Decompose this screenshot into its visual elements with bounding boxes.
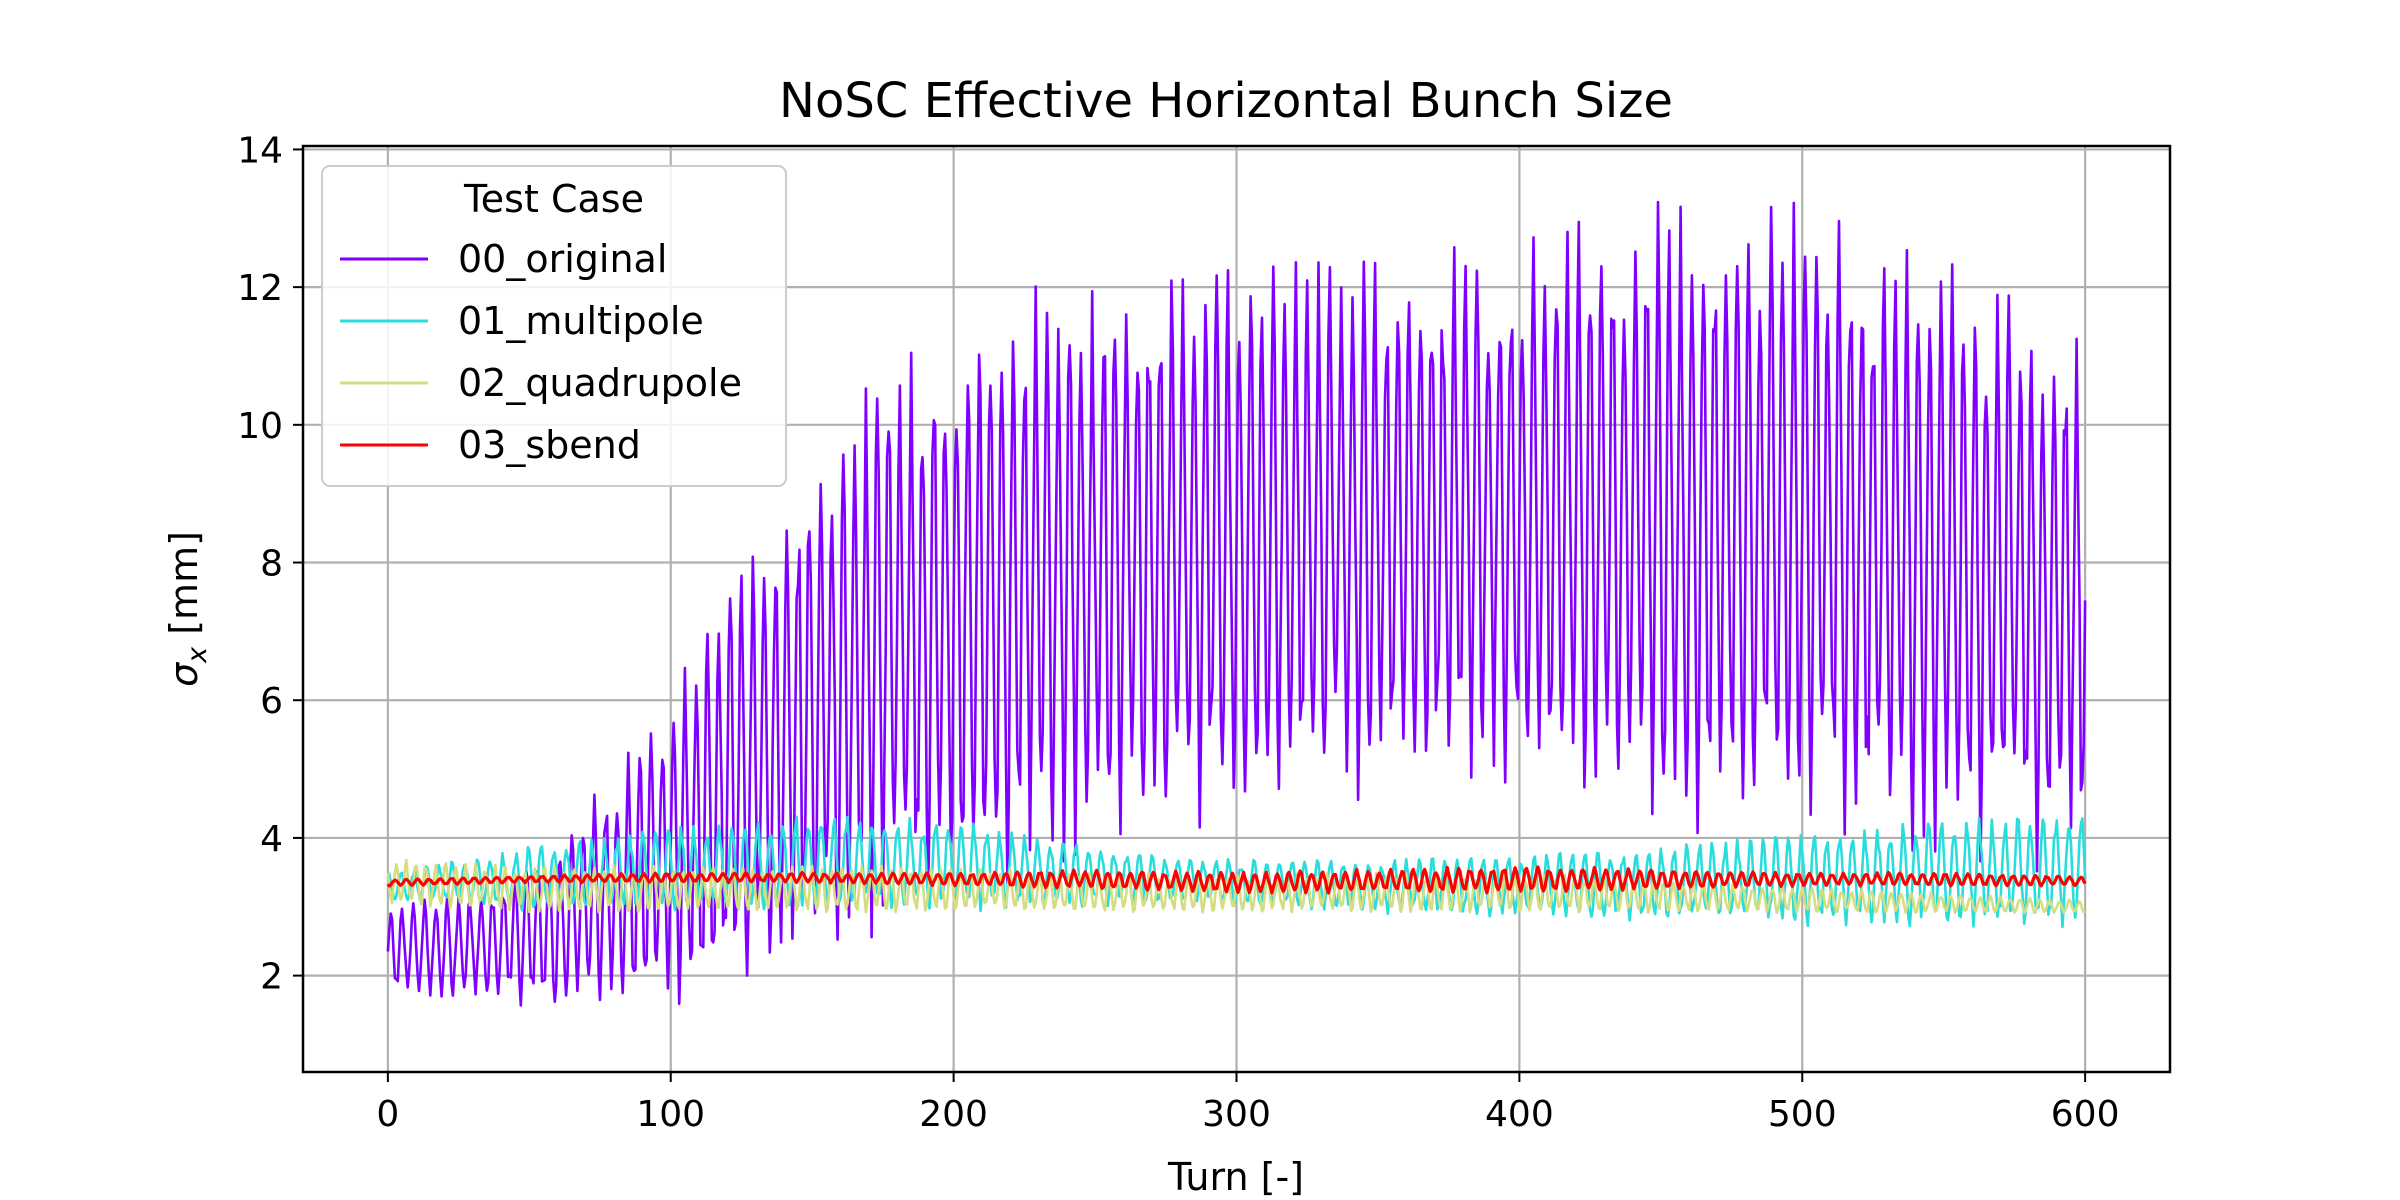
x-tick-label: 0: [376, 1094, 399, 1135]
y-tick-label: 6: [260, 681, 283, 722]
legend-entry-03_sbend: 03_sbend: [340, 423, 641, 467]
y-axis: 2 4 6 8 10 12 14: [237, 130, 303, 998]
y-axis-label-subscript: x: [182, 646, 213, 664]
y-tick-label: 2: [260, 957, 283, 998]
x-tick-label: 300: [1202, 1094, 1271, 1135]
legend-entries: 00_original 01_multipole 02_quadrupole 03_s…: [340, 237, 742, 467]
y-axis-label: σx [mm]: [162, 531, 213, 687]
x-tick-label: 100: [636, 1094, 705, 1135]
y-axis-label-unit: [mm]: [162, 531, 206, 647]
legend-label: 02_quadrupole: [458, 361, 742, 405]
legend: Test Case 00_original 01_multipole 02_quad…: [321, 165, 787, 487]
x-tick-label: 200: [919, 1094, 988, 1135]
y-tick-label: 4: [260, 819, 283, 860]
y-axis-label-symbol: σ: [162, 661, 206, 687]
legend-label: 01_multipole: [458, 299, 704, 343]
y-tick-label: 14: [237, 130, 283, 171]
y-tick-label: 10: [237, 406, 283, 447]
x-tick-label: 600: [2051, 1094, 2120, 1135]
y-tick-label: 12: [237, 268, 283, 309]
y-tick-label: 8: [260, 544, 283, 585]
plot-series: [386, 200, 2087, 1007]
legend-entry-02_quadrupole: 02_quadrupole: [340, 361, 742, 405]
x-axis: 0 100 200 300 400 500 600: [376, 1072, 2119, 1135]
series-line-01_multipole: [386, 815, 2087, 929]
legend-box: [321, 165, 787, 487]
x-axis-label: Turn [-]: [1167, 1155, 1304, 1199]
legend-entry-00_original: 00_original: [340, 237, 667, 281]
legend-label: 00_original: [458, 237, 667, 281]
legend-title: Test Case: [463, 177, 644, 221]
legend-label: 03_sbend: [458, 423, 641, 467]
x-tick-label: 500: [1768, 1094, 1837, 1135]
legend-entry-01_multipole: 01_multipole: [340, 299, 704, 343]
series-line-03_sbend: [386, 865, 2087, 895]
x-tick-label: 400: [1485, 1094, 1554, 1135]
chart-title: NoSC Effective Horizontal Bunch Size: [779, 73, 1673, 129]
